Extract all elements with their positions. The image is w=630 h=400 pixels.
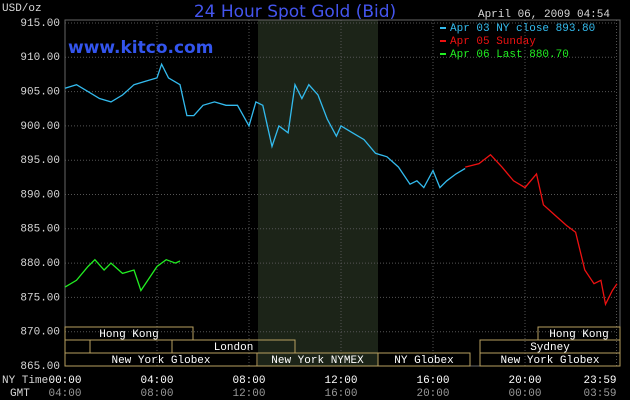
timestamp: April 06, 2009 04:54: [478, 9, 610, 21]
price-line: [64, 62, 466, 189]
legend-label: Apr 05 Sunday: [450, 36, 536, 48]
gmt-tick-label: 12:00: [232, 388, 265, 400]
gmt-tick-label: 00:00: [508, 388, 541, 400]
y-tick-label: 870.00: [20, 327, 60, 339]
gmt-tick-label: 04:00: [48, 388, 81, 400]
x-tick-label: 08:00: [232, 375, 265, 387]
x-tick-label: 20:00: [508, 375, 541, 387]
y-tick-label: 890.00: [20, 189, 60, 201]
session-label: New York NYMEX: [271, 355, 364, 367]
x-row-label: NY Time: [2, 375, 48, 387]
y-tick-label: 895.00: [20, 155, 60, 167]
y-tick-label: 905.00: [20, 87, 60, 99]
y-tick-label: 865.00: [20, 361, 60, 373]
watermark: www.kitco.com: [68, 38, 213, 58]
x-tick-label: 04:00: [140, 375, 173, 387]
y-tick-label: 915.00: [20, 18, 60, 30]
x-tick-label: 00:00: [48, 375, 81, 387]
gmt-tick-label: 08:00: [140, 388, 173, 400]
session-label: London: [214, 342, 254, 354]
x-tick-label: 16:00: [416, 375, 449, 387]
price-line: [465, 153, 618, 307]
session-label: Hong Kong: [549, 329, 608, 341]
x-row-label: GMT: [10, 388, 30, 400]
y-tick-label: 910.00: [20, 52, 60, 64]
shaded-session: [258, 20, 378, 366]
session-box: [479, 352, 621, 367]
y-tick-label: 900.00: [20, 121, 60, 133]
session-label: New York Globex: [111, 355, 210, 367]
y-tick-label: 880.00: [20, 258, 60, 270]
x-tick-label: 12:00: [324, 375, 357, 387]
gmt-tick-label: 20:00: [416, 388, 449, 400]
y-tick-label: 875.00: [20, 292, 60, 304]
session-box: [377, 352, 471, 367]
y-tick-label: 885.00: [20, 224, 60, 236]
session-label: Sydney: [530, 342, 570, 354]
session-label: Hong Kong: [99, 329, 158, 341]
price-line: [64, 258, 181, 292]
session-box: [64, 326, 194, 341]
gmt-tick-label: 16:00: [324, 388, 357, 400]
session-label: New York Globex: [500, 355, 599, 367]
x-tick-label: 23:59: [584, 375, 617, 387]
gmt-tick-label: 03:59: [584, 388, 617, 400]
legend-label: Apr 03 NY close 893.80: [450, 23, 595, 35]
session-label: NY Globex: [394, 355, 454, 367]
legend-label: Apr 06 Last 880.70: [450, 49, 569, 61]
y-unit: USD/oz: [2, 3, 42, 15]
chart-title: 24 Hour Spot Gold (Bid): [194, 2, 396, 22]
